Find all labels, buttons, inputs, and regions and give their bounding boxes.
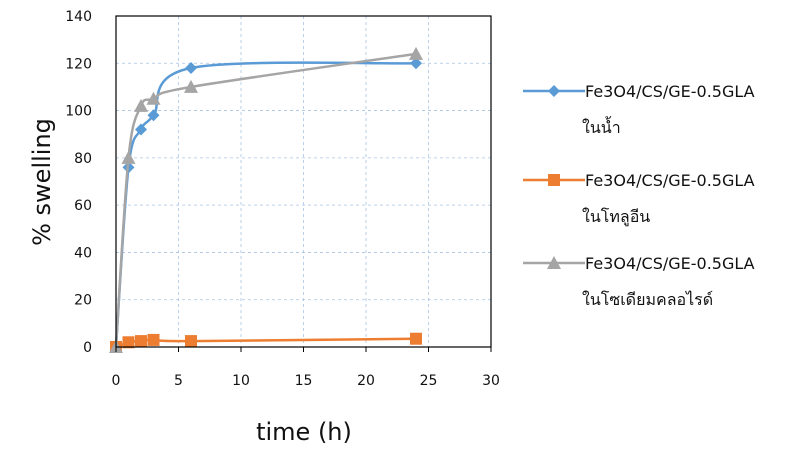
series-2-point — [122, 336, 135, 349]
x-tick-label: 25 — [420, 373, 438, 389]
legend-sublabel-2: ในโทลูอีน — [582, 207, 650, 227]
legend-marker-3 — [547, 256, 561, 269]
series-3-point — [134, 98, 148, 112]
x-tick-label: 30 — [482, 373, 500, 389]
series-2-point — [147, 333, 160, 346]
x-axis-title: time (h) — [256, 418, 352, 446]
x-tick-label: 15 — [295, 373, 313, 389]
series-2-point — [185, 335, 197, 348]
legend-entry-1: Fe3O4/CS/GE-0.5GLA ในน้ำ — [523, 82, 755, 137]
series-1-point — [410, 57, 422, 70]
legend-label-1: Fe3O4/CS/GE-0.5GLA — [585, 82, 755, 101]
y-axis-title: % swelling — [28, 118, 56, 246]
legend: Fe3O4/CS/GE-0.5GLAในน้ำFe3O4/CS/GE-0.5GL… — [523, 82, 755, 309]
legend-sublabel-3: ในโซเดียมคลอไรด์ — [582, 290, 713, 309]
legend-marker-1 — [548, 85, 560, 97]
y-tick-label: 60 — [74, 198, 92, 214]
y-tick-label: 140 — [65, 9, 92, 25]
series-1-point — [147, 109, 160, 122]
x-tick-label: 5 — [174, 373, 183, 389]
series-3-point — [121, 150, 136, 164]
x-tick-label: 10 — [232, 373, 250, 389]
series-2-line — [115, 337, 417, 349]
grid-layer — [116, 16, 491, 347]
legend-entry-3: Fe3O4/CS/GE-0.5GLA ในโซเดียมคลอไรด์ — [523, 254, 755, 309]
y-tick-label: 0 — [83, 340, 92, 356]
legend-marker-2 — [548, 174, 560, 186]
x-tick-label: 20 — [357, 373, 375, 389]
tick-layer: 0 20 40 60 80 100 120 140 0 5 10 15 20 25 30 — [65, 9, 500, 389]
series-3 — [109, 46, 423, 353]
legend-label-3: Fe3O4/CS/GE-0.5GLA — [585, 254, 755, 273]
y-tick-label: 120 — [65, 56, 92, 72]
x-tick-label: 0 — [112, 373, 121, 389]
series-3-line — [114, 52, 417, 348]
legend-label-2: Fe3O4/CS/GE-0.5GLA — [585, 171, 755, 190]
series-2-point — [410, 332, 422, 345]
series-3-point — [184, 79, 198, 93]
series-1-point — [135, 123, 147, 136]
legend-entry-2: Fe3O4/CS/GE-0.5GLA ในโทลูอีน — [523, 171, 755, 227]
legend-sublabel-1: ในน้ำ — [582, 116, 621, 137]
series-2 — [110, 332, 422, 353]
y-tick-label: 80 — [74, 151, 92, 167]
series-layer — [109, 46, 423, 353]
series-2-point — [135, 335, 147, 348]
y-tick-label: 40 — [74, 245, 92, 261]
series-1-point — [185, 62, 197, 75]
y-tick-label: 20 — [74, 293, 92, 309]
series-3-point — [146, 91, 161, 105]
y-tick-label: 100 — [65, 104, 92, 120]
series-3-point — [409, 46, 423, 60]
